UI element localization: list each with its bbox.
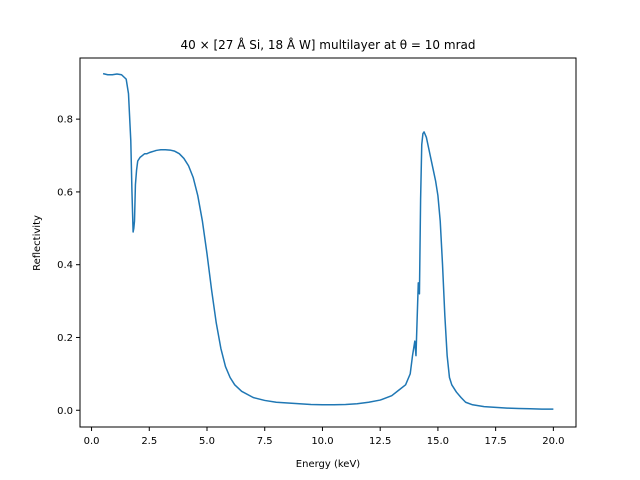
y-tick-label: 0.0 [57,406,73,417]
x-tick-label: 2.5 [141,436,157,447]
x-tick-label: 0.0 [84,436,100,447]
y-tick-label: 0.4 [57,260,73,271]
plot-area [102,72,554,410]
y-tick-label: 0.8 [57,115,73,126]
x-tick-label: 7.5 [257,436,273,447]
x-tick-label: 12.5 [369,436,391,447]
x-tick-label: 5.0 [199,436,215,447]
reflectivity-series-line [102,72,554,410]
x-tick-label: 15.0 [427,436,449,447]
axes-frame [79,57,577,428]
x-tick-label: 10.0 [311,436,333,447]
x-axis-label: Energy (keV) [296,459,361,470]
y-tick-label: 0.2 [57,333,73,344]
chart-title: 40 × [27 Å Si, 18 Å W] multilayer at θ =… [181,37,476,52]
axis-ticks: 0.0 2.5 5.0 7.5 10.0 12.5 15.0 17.5 20.0 0.0 0.2 0.… [57,115,564,447]
y-axis-label: Reflectivity [32,215,43,271]
y-tick-label: 0.6 [57,187,73,198]
x-tick-label: 17.5 [485,436,507,447]
x-tick-label: 20.0 [542,436,564,447]
